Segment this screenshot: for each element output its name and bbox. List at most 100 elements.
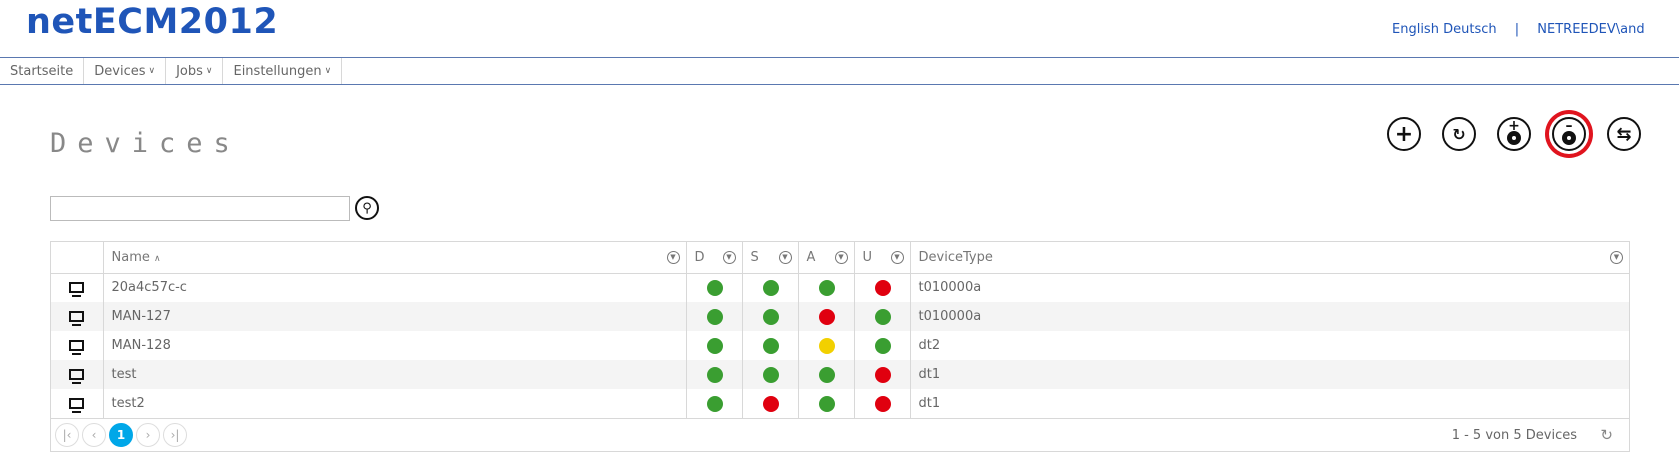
filter-icon[interactable]: ▼ [666,251,680,264]
devicetype-cell: dt1 [909,389,1629,418]
search-icon: ⚲ [362,200,372,216]
device-cell [51,389,103,418]
search-input[interactable] [50,196,350,221]
column-header-s[interactable]: S ▼ [741,242,798,274]
column-header-devicetype[interactable]: DeviceType ▼ [909,242,1629,274]
filter-icon[interactable]: ▼ [890,251,904,264]
next-page-button[interactable]: › [136,423,160,447]
status-dot-green [706,395,723,412]
grid-pager: |‹ ‹ 1 › ›| 1 - 5 von 5 Devices ↻ [51,418,1629,451]
chevron-down-icon: ∨ [148,66,156,76]
table-row[interactable]: test2 dt1 [51,389,1629,418]
status-cell-d [685,273,742,302]
sort-asc-icon: ∧ [154,253,161,264]
status-cell-u [853,360,910,389]
status-cell-s [741,302,798,331]
header-label: D [694,249,705,265]
status-cell-u [853,302,910,331]
status-dot-yellow [818,337,835,354]
name-cell: MAN-128 [102,331,686,360]
device-cell [51,360,103,389]
filter-icon[interactable]: ▼ [722,251,736,264]
table-row[interactable]: MAN-128 dt2 [51,331,1629,360]
page-1-button[interactable]: 1 [109,423,133,447]
computer-icon [69,311,85,326]
search-button[interactable]: ⚲ [355,196,379,220]
main-nav: Startseite Devices ∨ Jobs ∨ Einstellungen ∨ [0,57,1679,85]
status-dot-green [706,308,723,325]
header-label: U [862,249,873,265]
page-title: Devices [50,128,241,159]
computer-icon [69,398,85,413]
filter-icon[interactable]: ▼ [778,251,792,264]
separator: | [1514,22,1520,37]
refresh-icon: ⇆ [1616,123,1632,145]
plus-icon: + [1508,118,1520,134]
nav-label: Devices [94,63,146,79]
lang-deutsch[interactable]: Deutsch [1443,22,1497,37]
last-page-button[interactable]: ›| [163,423,187,447]
user-link[interactable]: NETREEDEV\and [1537,22,1645,37]
unlock-device-button[interactable]: ↻ [1442,117,1476,151]
column-header-a[interactable]: A ▼ [797,242,854,274]
status-dot-green [818,395,835,412]
add-button[interactable]: + [1387,117,1421,151]
column-header-name[interactable]: Name ∧ ▼ [102,242,686,274]
header-label: A [806,249,816,265]
prev-page-button[interactable]: ‹ [82,423,106,447]
refresh-button[interactable]: ⇆ [1607,117,1641,151]
table-row[interactable]: 20a4c57c-c t010000a [51,273,1629,302]
table-row[interactable]: MAN-127 t010000a [51,302,1629,331]
status-dot-green [706,337,723,354]
lang-english[interactable]: English [1392,22,1439,37]
status-dot-red [818,308,835,325]
name-cell: test2 [102,389,686,418]
device-cell [51,331,103,360]
status-dot-red [874,279,891,296]
devices-grid: Name ∧ ▼ D ▼ S ▼ A ▼ U ▼ DeviceType ▼ 20a4c57c… [50,241,1630,452]
header-label: DeviceType [918,249,993,265]
status-dot-red [874,395,891,412]
computer-icon [69,282,85,298]
device-cell [51,273,103,302]
status-cell-a [797,273,854,302]
header-label: S [750,249,759,265]
devicetype-cell: t010000a [909,302,1629,331]
status-cell-a [797,331,854,360]
status-dot-red [762,395,779,412]
minus-icon: – [1565,118,1573,134]
status-dot-green [762,308,779,325]
grid-refresh-icon[interactable]: ↻ [1600,426,1613,444]
status-cell-a [797,302,854,331]
status-cell-u [853,389,910,418]
pager-info: 1 - 5 von 5 Devices [1451,428,1577,443]
nav-startseite[interactable]: Startseite [0,58,85,84]
icon-column-header [51,242,103,274]
status-cell-s [741,360,798,389]
devicetype-cell: dt1 [909,360,1629,389]
nav-devices[interactable]: Devices ∨ [84,58,167,84]
table-row[interactable]: test dt1 [51,360,1629,389]
column-header-d[interactable]: D ▼ [685,242,742,274]
status-cell-u [853,273,910,302]
nav-einstellungen[interactable]: Einstellungen ∨ [223,58,343,84]
filter-icon[interactable]: ▼ [834,251,848,264]
status-dot-green [874,308,891,325]
column-header-u[interactable]: U ▼ [853,242,910,274]
computer-icon [69,340,85,355]
filter-icon[interactable]: ▼ [1610,251,1623,264]
nav-label: Startseite [10,63,74,79]
status-dot-green [706,279,723,296]
status-cell-d [685,389,742,418]
nav-jobs[interactable]: Jobs ∨ [166,58,224,84]
status-cell-d [685,360,742,389]
status-dot-green [762,337,779,354]
name-cell: 20a4c57c-c [102,273,686,302]
first-page-button[interactable]: |‹ [55,423,79,447]
add-disc-button[interactable]: + [1497,117,1531,151]
remove-disc-button[interactable]: – [1552,117,1586,151]
status-dot-green [706,366,723,383]
status-dot-red [874,366,891,383]
status-cell-u [853,331,910,360]
plus-icon: + [1394,121,1414,147]
